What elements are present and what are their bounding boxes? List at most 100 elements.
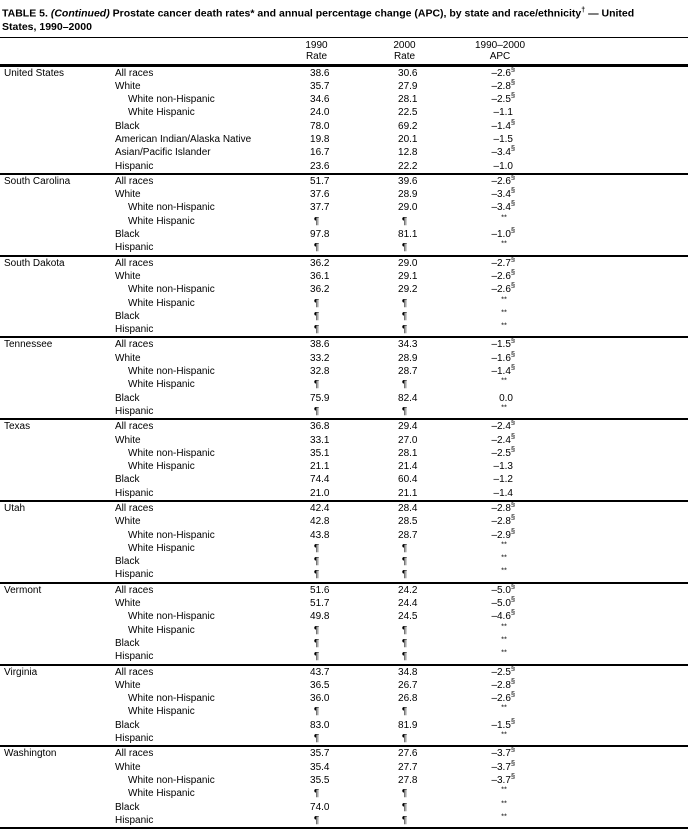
footnote-marker: § [510,185,516,195]
no-data-pilcrow: ¶ [401,651,408,663]
rate-2000-cell: ¶ [355,215,454,228]
value-text: –2.6 [491,67,511,79]
value-text: 24.0 [310,107,330,119]
footnote-marker: § [510,362,516,372]
race-ethnicity-label: Hispanic [115,814,154,826]
rate-2000-cell: 29.0 [355,201,454,214]
table-row: White Hispanic ¶ ¶ ** [0,377,688,391]
value-text: 29.2 [398,284,418,296]
value-text: 43.7 [310,666,330,678]
footnote-marker: ** [501,811,507,821]
rate-1990-cell: 24.0 [278,106,355,119]
rate-1990-cell: ¶ [278,323,355,337]
rate-2000-cell: ¶ [355,241,454,255]
apc-cell: 0.0 [454,392,546,405]
no-data-pilcrow: ¶ [401,569,408,581]
value-text: –2.8 [491,80,511,92]
rate-1990-cell: 42.8 [278,515,355,528]
value-text: 34.3 [398,339,418,351]
rate-2000-cell: ¶ [355,801,454,814]
rate-2000-cell: 22.5 [355,106,454,119]
table-row: United States All races 38.6 30.6 –2.6§ [0,65,688,80]
race-ethnicity-label: White Hispanic [128,542,195,554]
no-data-pilcrow: ¶ [313,637,320,649]
footnote-marker: § [510,771,516,781]
no-data-pilcrow: ¶ [401,310,408,322]
footnote-marker: § [510,199,516,209]
value-text: 42.8 [310,516,330,528]
footnote-marker: § [510,267,516,277]
rate-2000-cell: ¶ [355,542,454,555]
apc-cell: –2.8§ [454,500,546,515]
footnote-marker: § [510,90,516,100]
rate-1990-cell: 74.4 [278,473,355,486]
value-text: 21.1 [310,461,330,473]
rate-1990-cell: 43.7 [278,665,355,679]
state-section: Texas All races 36.8 29.4 –2.4§ White 33.1 27.0… [0,419,688,501]
rate-2000-cell: 21.1 [355,487,454,501]
race-ethnicity-label: Hispanic [115,487,154,499]
race-ethnicity-label: Black [115,120,140,132]
footnote-marker: ** [501,552,507,562]
value-text: –3.7 [491,761,511,773]
footnote-marker: ** [501,320,507,330]
rate-1990-cell: 19.8 [278,133,355,146]
race-ethnicity-label: All races [115,503,154,514]
footnote-marker: ** [501,307,507,317]
table-row: White 37.6 28.9 –3.4§ [0,185,688,201]
rate-2000-cell: ¶ [355,568,454,582]
apc-cell: –2.6§ [454,691,546,705]
value-text: –2.6 [491,270,511,282]
value-text: –1.4 [493,487,513,499]
rate-1990-cell: 38.6 [278,65,355,80]
rate-2000-cell: 34.8 [355,665,454,679]
value-text: 75.9 [310,392,330,404]
table-row: South Dakota All races 36.2 29.0 –2.7§ [0,255,688,270]
rate-2000-cell: 27.7 [355,761,454,774]
rate-2000-cell: 28.9 [355,352,454,365]
rate-1990-cell: 83.0 [278,719,355,732]
table-row: White 33.1 27.0 –2.4§ [0,432,688,447]
no-data-pilcrow: ¶ [313,624,320,636]
rate-1990-cell: 33.2 [278,352,355,365]
footnote-marker: § [510,594,516,604]
rate-1990-cell: 36.2 [278,256,355,270]
race-ethnicity-label: Black [115,801,140,813]
value-text: –1.5 [493,133,513,145]
rate-1990-cell: 51.6 [278,583,355,597]
value-text: 27.8 [398,774,418,786]
state-section: South Carolina All races 51.7 39.6 –2.6§ Whit… [0,173,688,256]
rate-2000-cell: 34.3 [355,337,454,351]
apc-cell: ** [454,540,546,555]
value-text: 28.7 [398,366,418,378]
state-section: Tennessee All races 38.6 34.3 –1.5§ White 33.2… [0,337,688,419]
value-text: 36.1 [310,270,330,282]
rate-2000-cell: 24.5 [355,610,454,623]
value-text: –2.5 [491,447,511,459]
value-text: 22.2 [398,160,418,172]
value-text: –2.8 [491,679,511,691]
value-text: 36.8 [310,421,330,433]
value-text: 0.0 [499,392,513,404]
rate-1990-cell: 36.5 [278,679,355,692]
race-ethnicity-label: All races [115,339,154,351]
footnote-marker: ** [501,729,507,739]
value-text: 35.5 [310,774,330,786]
rate-1990-cell: ¶ [278,405,355,419]
race-ethnicity-label: White [115,516,141,528]
no-data-pilcrow: ¶ [401,801,408,813]
value-text: –2.4 [491,434,511,446]
value-text: 29.0 [398,257,418,269]
rate-2000-cell: ¶ [355,323,454,337]
footnote-marker: § [510,716,516,726]
table-row: White 51.7 24.4 –5.0§ [0,594,688,610]
value-text: 74.0 [310,801,330,813]
table-row: Utah All races 42.4 28.4 –2.8§ [0,500,688,515]
apc-cell: –2.6§ [454,267,546,283]
rate-2000-cell: 28.4 [355,501,454,515]
footnote-marker: § [510,581,516,591]
rate-2000-cell: ¶ [355,637,454,650]
race-ethnicity-label: Hispanic [115,242,154,254]
rate-2000-cell: 29.4 [355,419,454,433]
footnote-marker: ** [501,634,507,644]
